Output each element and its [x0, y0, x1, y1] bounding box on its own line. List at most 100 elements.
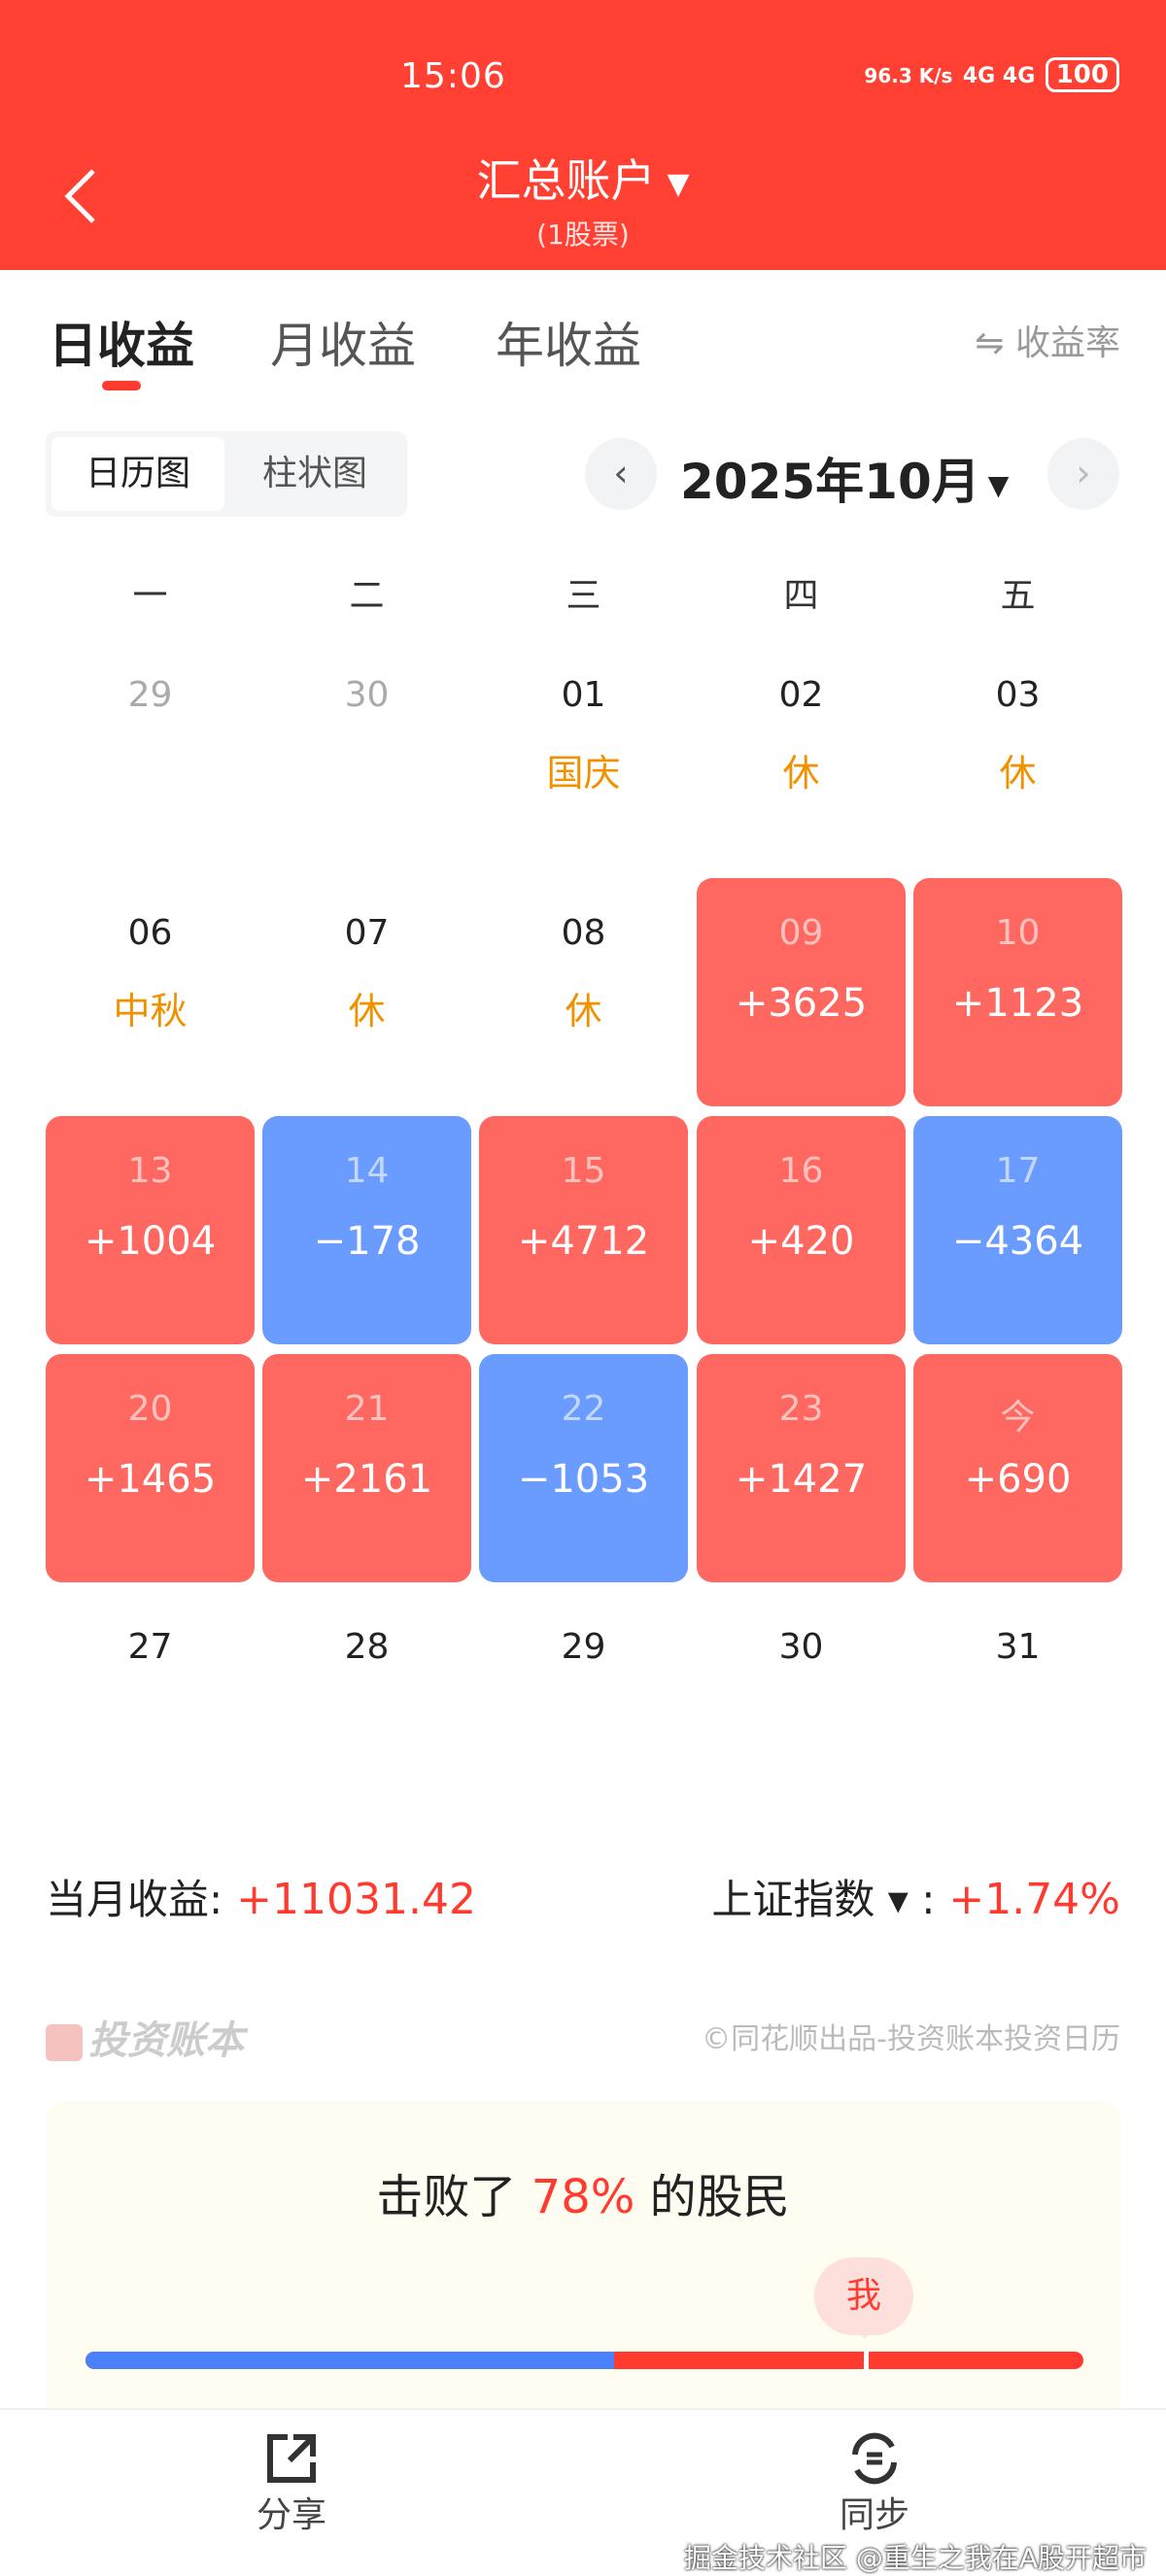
- day-number: 02: [778, 675, 824, 715]
- page-subtitle: (1股票): [536, 219, 630, 251]
- sync-label: 同步: [839, 2495, 909, 2535]
- share-button[interactable]: 分享: [194, 2431, 389, 2536]
- tab-daily[interactable]: 日收益: [49, 318, 194, 374]
- holiday-label: 休: [999, 752, 1037, 795]
- day-number: 07: [344, 913, 390, 953]
- day-profit: −4364: [951, 1219, 1084, 1264]
- holiday-label: 休: [348, 990, 386, 1033]
- day-profit: +420: [747, 1219, 855, 1264]
- brand-name: 投资账本: [88, 2018, 244, 2063]
- calendar-day[interactable]: 07 休: [262, 878, 471, 1106]
- calendar-day[interactable]: 10 +1123: [913, 878, 1122, 1106]
- app-header: 15:06 96.3 K/s 4G 4G 100 汇总账户 ▼ (1股票): [0, 0, 1166, 270]
- calendar-day[interactable]: 03 休: [913, 640, 1122, 868]
- view-toggle: 日历图 柱状图: [46, 431, 407, 517]
- month-selector[interactable]: 2025年10月 ▼: [680, 443, 1011, 513]
- tab-monthly[interactable]: 月收益: [270, 318, 416, 374]
- bottom-bar: 分享 同步: [0, 2408, 1166, 2576]
- calendar-day[interactable]: 20 +1465: [46, 1354, 255, 1582]
- calendar-day[interactable]: 23 +1427: [697, 1354, 906, 1582]
- watermark: 掘金技术社区 @重生之我在A股开超市: [683, 2542, 1147, 2574]
- back-icon[interactable]: [60, 167, 99, 225]
- day-number: 22: [561, 1389, 606, 1429]
- day-profit: +4712: [517, 1219, 650, 1264]
- day-number: 31: [995, 1627, 1041, 1667]
- calendar-day[interactable]: 02 休: [697, 640, 906, 868]
- ranking-bar-marker: [864, 2352, 870, 2369]
- calendar-day[interactable]: 22 −1053: [479, 1354, 688, 1582]
- day-number: 14: [344, 1151, 390, 1191]
- brand-icon: [46, 2024, 83, 2061]
- day-number: 09: [778, 913, 824, 953]
- index-selector[interactable]: 上证指数 ▾ :: [711, 1876, 936, 1923]
- next-month-button[interactable]: ›: [1047, 438, 1119, 510]
- day-number: 06: [127, 913, 173, 953]
- calendar-day[interactable]: 今 +690: [913, 1354, 1122, 1582]
- calendar-day[interactable]: 08 休: [479, 878, 688, 1106]
- share-label: 分享: [256, 2495, 326, 2535]
- index-row: 上证指数 ▾ : +1.74%: [711, 1867, 1120, 1926]
- month-profit-label: 当月收益:: [46, 1876, 223, 1923]
- day-number: 今: [1000, 1398, 1036, 1438]
- day-profit: −178: [313, 1219, 421, 1264]
- day-profit: +2161: [300, 1457, 433, 1502]
- tab-yearly[interactable]: 年收益: [496, 318, 641, 374]
- month-profit-value: +11031.42: [236, 1875, 476, 1924]
- day-number: 21: [344, 1389, 390, 1429]
- calendar-day[interactable]: 16 +420: [697, 1116, 906, 1344]
- weekday-label: 三: [566, 576, 601, 616]
- tab-indicator: [102, 381, 141, 390]
- weekday-label: 四: [783, 576, 819, 616]
- calendar-view-button[interactable]: 日历图: [51, 437, 224, 511]
- calendar-day[interactable]: 09 +3625: [697, 878, 906, 1106]
- calendar-day[interactable]: 14 −178: [262, 1116, 471, 1344]
- calendar-day[interactable]: 27: [46, 1592, 255, 1820]
- calendar-day[interactable]: 06 中秋: [46, 878, 255, 1106]
- day-number: 30: [344, 675, 390, 715]
- sync-button[interactable]: 同步: [777, 2431, 972, 2536]
- calendar-day[interactable]: 30: [697, 1592, 906, 1820]
- calendar-day[interactable]: 30: [262, 640, 471, 868]
- day-number: 28: [344, 1627, 390, 1667]
- day-number: 29: [127, 675, 173, 715]
- weekday-label: 二: [349, 576, 385, 616]
- calendar-day[interactable]: 17 −4364: [913, 1116, 1122, 1344]
- account-selector[interactable]: 汇总账户 ▼: [0, 146, 1166, 210]
- me-marker: 我: [814, 2257, 914, 2339]
- network-speed: 96.3 K/s: [864, 64, 953, 87]
- rate-toggle[interactable]: ⇋ 收益率: [975, 323, 1120, 363]
- day-number: 15: [561, 1151, 606, 1191]
- day-profit: +1427: [735, 1457, 868, 1502]
- bar-view-button[interactable]: 柱状图: [261, 454, 367, 493]
- weekday-label: 五: [1000, 576, 1036, 616]
- day-number: 08: [561, 913, 606, 953]
- day-profit: +1004: [84, 1219, 217, 1264]
- weekday-label: 一: [132, 576, 168, 616]
- calendar-day[interactable]: 15 +4712: [479, 1116, 688, 1344]
- calendar-day[interactable]: 29: [479, 1592, 688, 1820]
- calendar-day[interactable]: 29: [46, 640, 255, 868]
- ranking-text: 击败了 78% 的股民: [0, 2158, 1166, 2226]
- ranking-bar-blue: [86, 2352, 615, 2369]
- day-number: 13: [127, 1151, 173, 1191]
- share-icon: [267, 2434, 316, 2483]
- day-profit: +1465: [84, 1457, 217, 1502]
- calendar-day[interactable]: 28: [262, 1592, 471, 1820]
- sync-icon: [852, 2432, 897, 2485]
- prev-month-button[interactable]: ‹: [585, 438, 657, 510]
- status-icons: 96.3 K/s 4G 4G 100: [864, 56, 1119, 92]
- day-profit: −1053: [517, 1457, 650, 1502]
- ranking-card: [46, 2101, 1121, 2422]
- day-number: 23: [778, 1389, 824, 1429]
- brand-logo: 投资账本: [46, 2009, 244, 2065]
- day-number: 30: [778, 1627, 824, 1667]
- calendar-day[interactable]: 21 +2161: [262, 1354, 471, 1582]
- ranking-suffix: 的股民: [634, 2170, 790, 2224]
- ranking-prefix: 击败了: [376, 2170, 532, 2224]
- calendar-day[interactable]: 13 +1004: [46, 1116, 255, 1344]
- month-profit-row: 当月收益: +11031.42: [46, 1867, 476, 1926]
- holiday-label: 国庆: [546, 752, 621, 795]
- status-time: 15:06: [400, 56, 506, 96]
- calendar-day[interactable]: 01 国庆: [479, 640, 688, 868]
- calendar-day[interactable]: 31: [913, 1592, 1122, 1820]
